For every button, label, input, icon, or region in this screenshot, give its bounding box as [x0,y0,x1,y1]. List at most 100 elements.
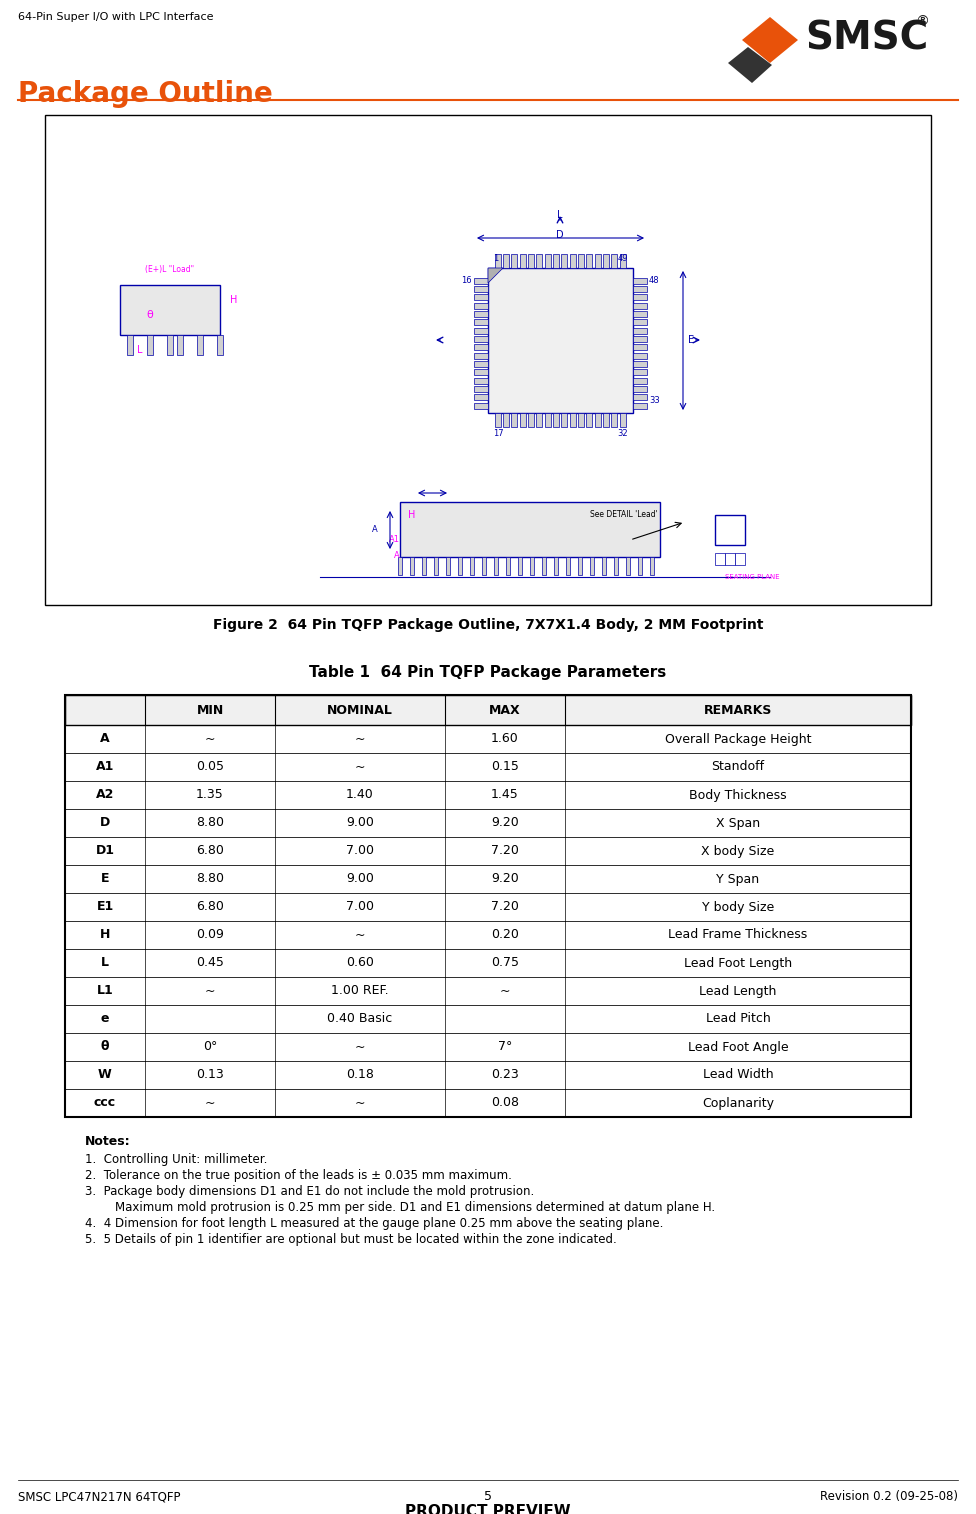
Bar [474,403,488,409]
Text: A2: A2 [96,789,114,801]
Text: 0.15: 0.15 [491,760,519,774]
Text: A: A [372,525,378,534]
Bar [474,394,488,400]
Text: W: W [99,1069,112,1081]
Bar [561,254,567,268]
Bar [446,557,450,575]
Bar [65,837,911,864]
Text: Y body Size: Y body Size [702,901,774,913]
Bar [511,413,517,427]
Text: D: D [100,816,110,830]
Bar [65,864,911,893]
Bar [400,503,660,557]
Text: Package Outline: Package Outline [18,80,272,107]
Bar [474,319,488,326]
Text: 7.20: 7.20 [491,845,519,857]
Bar [511,254,517,268]
Bar [474,310,488,316]
Text: 3.  Package body dimensions D1 and E1 do not include the mold protrusion.: 3. Package body dimensions D1 and E1 do … [85,1185,534,1198]
Bar [495,254,501,268]
Text: 64-Pin Super I/O with LPC Interface: 64-Pin Super I/O with LPC Interface [18,12,214,23]
Bar [633,378,647,385]
Text: PRODUCT PREVIEW: PRODUCT PREVIEW [405,1503,571,1514]
Text: ccc: ccc [94,1096,116,1110]
Bar [474,344,488,350]
Bar [578,254,584,268]
Bar [474,369,488,375]
Text: 6.80: 6.80 [196,901,224,913]
Text: ~: ~ [354,733,365,745]
Bar [586,413,592,427]
Text: Y Span: Y Span [716,872,759,886]
Bar [65,1061,911,1089]
Bar [545,254,551,268]
Text: 9.20: 9.20 [491,872,519,886]
Text: 17: 17 [493,428,504,438]
Text: Lead Frame Thickness: Lead Frame Thickness [669,928,807,942]
Text: Lead Pitch: Lead Pitch [706,1013,770,1025]
Bar [520,413,526,427]
Text: A: A [394,551,400,560]
Text: θ: θ [146,310,153,319]
Text: 8.80: 8.80 [196,872,224,886]
Bar [570,254,576,268]
Bar [633,336,647,342]
Text: Table 1  64 Pin TQFP Package Parameters: Table 1 64 Pin TQFP Package Parameters [309,665,667,680]
Bar [422,557,426,575]
Bar [65,725,911,752]
Text: H: H [230,295,237,304]
Text: Lead Foot Length: Lead Foot Length [684,957,793,969]
Bar [65,1089,911,1117]
Text: 1.00 REF.: 1.00 REF. [331,984,388,998]
Text: θ: θ [101,1040,109,1054]
Text: ~: ~ [354,760,365,774]
Bar [633,360,647,366]
Text: 0.18: 0.18 [346,1069,374,1081]
Bar [611,413,617,427]
Bar [633,279,647,285]
Bar [410,557,414,575]
Bar [65,695,911,1117]
Text: X Span: X Span [716,816,760,830]
Bar [488,268,633,413]
Text: 2.  Tolerance on the true position of the leads is ± 0.035 mm maximum.: 2. Tolerance on the true position of the… [85,1169,511,1182]
Bar [536,413,542,427]
Bar [120,285,220,335]
Bar [65,695,911,725]
Bar [528,413,534,427]
Bar [474,279,488,285]
Bar [474,386,488,392]
Bar [65,781,911,808]
Text: Maximum mold protrusion is 0.25 mm per side. D1 and E1 dimensions determined at : Maximum mold protrusion is 0.25 mm per s… [85,1201,715,1214]
Bar [553,413,559,427]
Text: SEATING PLANE: SEATING PLANE [725,574,780,580]
Bar [503,254,509,268]
Bar [177,335,183,354]
Text: e: e [101,1013,109,1025]
Bar [633,369,647,375]
Text: 9.20: 9.20 [491,816,519,830]
Bar [715,515,745,545]
Text: Coplanarity: Coplanarity [702,1096,774,1110]
Text: 0.09: 0.09 [196,928,224,942]
Text: 0.45: 0.45 [196,957,224,969]
Text: ~: ~ [354,928,365,942]
Bar [620,254,626,268]
Text: 16: 16 [462,276,472,285]
Bar [536,254,542,268]
Bar [633,294,647,300]
Text: 5: 5 [484,1490,492,1503]
Bar [217,335,223,354]
Bar [578,557,582,575]
Text: Lead Width: Lead Width [703,1069,773,1081]
Bar [603,413,609,427]
Bar [65,949,911,977]
Text: A1: A1 [96,760,114,774]
Bar [65,1033,911,1061]
Text: 48: 48 [649,276,660,285]
Text: Notes:: Notes: [85,1136,131,1148]
Text: E: E [101,872,109,886]
Text: H: H [100,928,110,942]
Text: 1.40: 1.40 [346,789,374,801]
Bar [474,378,488,385]
